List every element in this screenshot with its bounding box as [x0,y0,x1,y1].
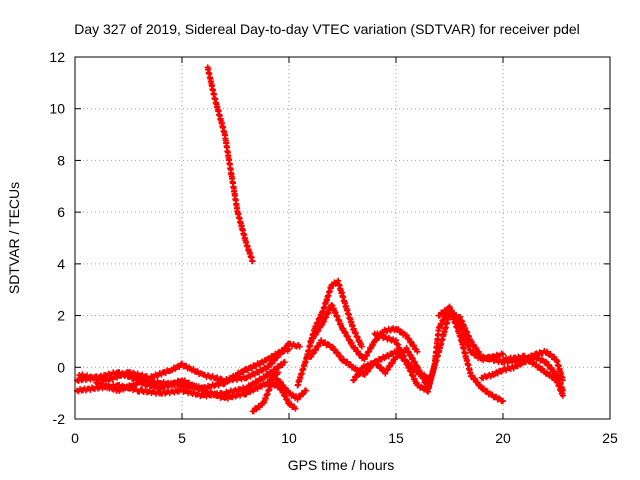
data-point [347,361,354,368]
series-track-4 [93,369,282,402]
data-point [315,343,322,350]
data-point [551,353,558,360]
data-point [527,357,534,364]
data-point [280,347,287,354]
data-point [475,348,482,355]
data-point [373,337,380,344]
data-point [282,344,289,351]
data-point [473,345,480,352]
data-point [382,370,389,377]
data-point [389,360,396,367]
series-track-3 [76,340,303,385]
data-points [74,64,566,415]
data-point [271,372,278,379]
x-tick-label: 10 [281,430,297,446]
data-point [337,353,344,360]
data-point [358,343,365,350]
data-point [312,331,319,338]
series-track-13 [435,303,506,405]
x-axis-label: GPS time / hours [288,457,395,473]
data-point [275,369,282,376]
data-point [548,364,555,371]
y-axis-label: SDTVAR / TECUs [6,182,22,294]
data-point [268,360,275,367]
data-point [364,368,371,375]
data-point [500,397,506,404]
data-point [292,405,299,412]
series-track-8 [294,277,365,389]
data-point [471,375,478,382]
data-point [303,387,310,394]
data-point [315,327,322,334]
grid [75,57,610,419]
data-point [277,351,284,358]
x-tick-label: 0 [71,430,79,446]
data-point [283,343,290,350]
data-point [551,368,558,375]
data-point [352,344,359,351]
data-point [296,343,303,350]
data-point [334,349,341,356]
y-tick-label: 6 [57,204,65,220]
data-point [551,374,558,381]
data-point [249,258,256,265]
data-point [410,342,417,349]
series-track-16 [500,352,566,399]
data-point [547,371,554,378]
y-tick-label: 10 [49,101,65,117]
x-tick-label: 15 [388,430,404,446]
x-tick-label: 20 [495,430,511,446]
data-point [542,358,549,365]
data-point [414,348,421,355]
x-tick-label: 25 [602,430,618,446]
data-point [277,378,284,385]
data-point [294,396,301,403]
series-track-7 [268,372,310,403]
series-track-5 [204,64,256,265]
data-point [403,332,410,339]
chart-title: Day 327 of 2019, Sidereal Day-to-day VTE… [74,21,580,37]
data-point [281,359,288,366]
plot-frame [74,56,611,420]
data-point [358,367,365,374]
data-point [559,392,566,399]
y-tick-label: 2 [57,308,65,324]
y-tick-label: 8 [57,152,65,168]
y-tick-label: 4 [57,256,65,272]
y-tick-label: -2 [53,411,66,427]
series-track-9 [307,302,421,363]
data-point [344,358,351,365]
y-tick-label: 12 [49,49,65,65]
x-tick-label: 5 [178,430,186,446]
data-point [312,347,319,354]
data-point [500,351,506,358]
series-track-11 [350,309,453,393]
y-tick-label: 0 [57,359,65,375]
